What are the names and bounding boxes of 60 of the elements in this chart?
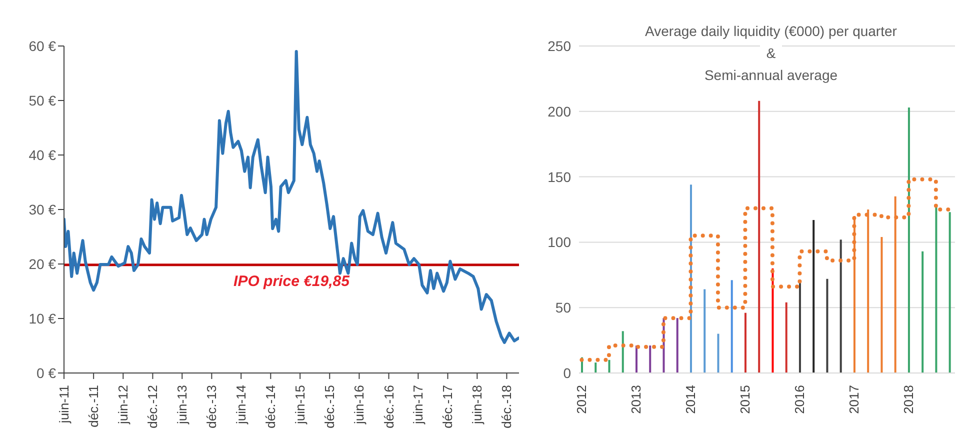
bar xyxy=(717,334,720,373)
x-tick-label: juin-14 xyxy=(234,385,249,426)
y-tick-label: 40 € xyxy=(28,146,56,163)
x-tick-label: déc.-11 xyxy=(86,385,102,428)
x-tick-label: 2013 xyxy=(628,385,644,414)
y-tick-label: 50 € xyxy=(28,92,56,108)
y-tick-label: 30 € xyxy=(28,201,56,218)
y-tick-label: 100 xyxy=(548,234,572,250)
x-tick-label: juin-15 xyxy=(292,385,308,426)
y-tick-label: 0 xyxy=(563,364,572,381)
y-tick-label: 60 € xyxy=(28,38,56,54)
y-tick-label: 200 xyxy=(548,103,572,120)
bar xyxy=(922,251,924,373)
bar xyxy=(935,206,938,373)
y-tick-label: 250 xyxy=(548,38,572,54)
x-tick-label: déc.-14 xyxy=(263,385,278,428)
y-tick-label: 20 € xyxy=(28,256,56,272)
x-tick-label: juin-13 xyxy=(174,385,190,426)
x-tick-label: 2012 xyxy=(574,385,590,414)
x-tick-label: 2014 xyxy=(683,385,698,414)
bar xyxy=(744,312,746,373)
x-tick-label: déc.-17 xyxy=(440,385,456,428)
y-tick-label: 50 xyxy=(555,300,572,316)
y-tick-label: 10 € xyxy=(28,310,56,326)
x-tick-label: juin-18 xyxy=(470,385,485,426)
bar xyxy=(704,289,706,373)
bar xyxy=(948,212,951,373)
bar xyxy=(608,360,610,373)
bar xyxy=(758,100,760,373)
x-tick-label: déc.-16 xyxy=(381,385,396,428)
x-tick-label: juin-11 xyxy=(56,385,72,424)
x-tick-label: déc.-12 xyxy=(145,385,160,428)
bar xyxy=(676,318,678,373)
bar xyxy=(730,280,733,373)
bar xyxy=(649,346,652,373)
bar xyxy=(635,346,638,373)
bar xyxy=(622,331,624,373)
x-tick-label: juin-16 xyxy=(352,385,367,426)
bar xyxy=(798,282,801,373)
bar xyxy=(840,240,842,373)
x-tick-label: 2015 xyxy=(738,385,753,414)
bar xyxy=(908,107,910,373)
bar xyxy=(812,220,815,373)
x-tick-label: 2018 xyxy=(901,385,916,414)
x-tick-label: 2016 xyxy=(792,385,808,414)
bar xyxy=(826,278,828,373)
x-tick-label: juin-12 xyxy=(116,385,131,426)
bar xyxy=(880,236,883,373)
y-tick-label: 0 € xyxy=(36,364,56,381)
x-tick-label: déc.-18 xyxy=(499,385,514,428)
ref-line-label: IPO price €19,85 xyxy=(234,272,350,290)
x-tick-label: 2017 xyxy=(846,385,862,414)
x-tick-label: déc.-15 xyxy=(322,385,338,428)
line-series xyxy=(64,50,519,344)
x-tick-label: juin-17 xyxy=(410,385,426,426)
chart-title: Average daily liquidity (€000) per quarter & Semi-annual average xyxy=(644,23,898,83)
y-tick-label: 150 xyxy=(548,168,572,185)
bar xyxy=(785,302,788,373)
bar xyxy=(594,362,597,373)
x-tick-label: déc.-13 xyxy=(204,385,220,428)
